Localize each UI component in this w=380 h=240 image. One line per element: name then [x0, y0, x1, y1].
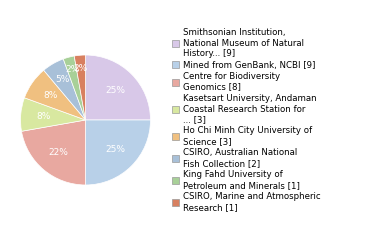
Wedge shape: [24, 70, 86, 120]
Wedge shape: [22, 120, 86, 185]
Text: 2%: 2%: [74, 64, 88, 73]
Wedge shape: [21, 98, 86, 131]
Wedge shape: [86, 120, 150, 185]
Text: 22%: 22%: [48, 148, 68, 157]
Wedge shape: [44, 59, 86, 120]
Text: 8%: 8%: [36, 112, 51, 121]
Wedge shape: [63, 56, 86, 120]
Text: 2%: 2%: [65, 65, 79, 74]
Text: 8%: 8%: [44, 91, 58, 100]
Text: 25%: 25%: [105, 86, 125, 95]
Legend: Smithsonian Institution,
National Museum of Natural
History... [9], Mined from G: Smithsonian Institution, National Museum…: [171, 28, 320, 212]
Wedge shape: [86, 55, 150, 120]
Wedge shape: [74, 55, 86, 120]
Text: 5%: 5%: [55, 75, 69, 84]
Text: 25%: 25%: [105, 145, 125, 154]
